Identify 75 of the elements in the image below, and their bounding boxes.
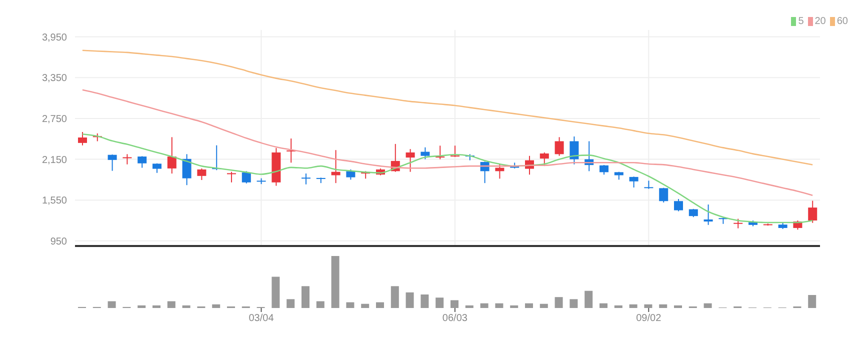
candlestick <box>108 154 117 172</box>
bar <box>704 303 712 308</box>
candlestick <box>420 146 430 160</box>
bar <box>629 304 638 308</box>
bar <box>361 304 370 308</box>
candlestick <box>704 204 713 226</box>
bar <box>346 302 354 308</box>
line-series <box>82 89 814 196</box>
bar <box>480 303 488 308</box>
y-tick-label: 1,550 <box>42 196 68 207</box>
candlestick <box>182 154 192 186</box>
bar <box>554 297 563 308</box>
candlestick <box>406 148 415 172</box>
legend-label: 5 <box>798 16 804 27</box>
y-tick-label: 2,150 <box>42 154 68 166</box>
bar <box>465 305 474 308</box>
legend-label: 20 <box>814 16 826 27</box>
candlestick <box>138 156 147 168</box>
y-tick-label: 3,950 <box>42 32 68 44</box>
bar <box>420 294 429 308</box>
bar <box>406 292 414 308</box>
candlestick <box>122 154 132 165</box>
legend-label: 60 <box>836 16 848 27</box>
candlestick <box>302 173 310 185</box>
bar <box>674 305 682 308</box>
bar <box>644 304 652 308</box>
candlestick <box>808 200 818 224</box>
candlestick <box>644 180 654 190</box>
bar <box>525 303 533 308</box>
candlestick <box>734 218 743 229</box>
bar <box>316 301 324 308</box>
line-series <box>82 50 814 166</box>
bar <box>390 286 399 308</box>
bar <box>376 302 384 308</box>
bar <box>272 276 280 308</box>
bar <box>436 298 444 308</box>
bar <box>600 303 608 308</box>
candlestick <box>227 171 236 183</box>
x-tick-label: 09/02 <box>636 313 662 324</box>
bar <box>182 305 190 308</box>
bar <box>331 256 340 308</box>
bar <box>659 304 668 308</box>
bar <box>108 301 116 308</box>
bar <box>808 295 816 308</box>
bar <box>167 301 176 308</box>
candlestick <box>659 187 668 203</box>
candlestick <box>554 136 564 156</box>
candlestick <box>450 145 460 158</box>
candlestick <box>674 198 683 212</box>
candlestick <box>78 132 87 146</box>
candlestick <box>570 136 579 165</box>
candlestick <box>242 170 251 184</box>
bar <box>584 290 593 308</box>
x-tick-label: 06/03 <box>442 313 468 324</box>
bar <box>138 305 146 308</box>
bar <box>495 303 504 308</box>
y-tick-label: 3,350 <box>42 73 68 84</box>
bar <box>286 299 295 308</box>
y-tick-label: 2,750 <box>42 114 68 125</box>
y-tick-label: 950 <box>50 236 68 248</box>
candlestick <box>600 164 608 176</box>
bar <box>614 305 622 308</box>
candlestick <box>346 168 356 180</box>
bar <box>540 304 548 308</box>
candlestick <box>197 168 206 181</box>
bar <box>302 286 310 308</box>
bar <box>450 300 458 308</box>
candlestick <box>436 145 445 160</box>
bar <box>212 304 220 308</box>
bar <box>152 305 160 308</box>
candlestick <box>629 176 638 188</box>
candlestick <box>167 136 176 174</box>
bar <box>570 299 578 308</box>
bar <box>510 305 518 308</box>
x-tick-label: 03/04 <box>248 313 274 324</box>
